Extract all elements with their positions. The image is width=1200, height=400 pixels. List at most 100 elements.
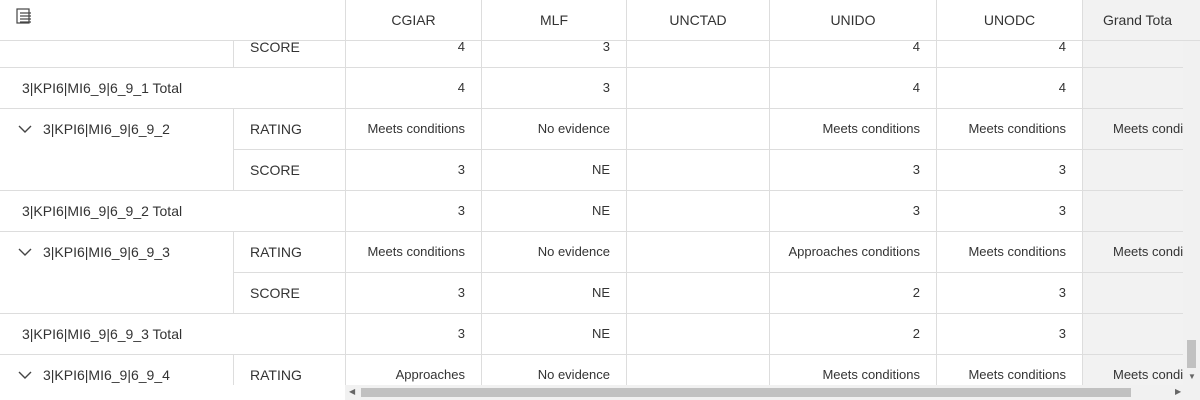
vertical-scrollbar[interactable]: ▼ — [1183, 41, 1200, 385]
row-group-name: 3|KPI6|MI6_9|6_9_4 — [43, 367, 170, 383]
data-cell[interactable] — [626, 273, 769, 314]
row-total-name: 3|KPI6|MI6_9|6_9_1 Total — [22, 80, 183, 96]
table-row: 3|KPI6|MI6_9|6_9_3 RATING Meets conditions… — [0, 232, 1200, 273]
column-header-unido[interactable]: UNIDO — [769, 0, 936, 40]
scroll-left-arrow-icon[interactable]: ◀ — [349, 387, 356, 396]
data-cell[interactable]: 3 — [769, 191, 936, 232]
data-cell[interactable]: Meets conditions — [936, 232, 1082, 273]
scroll-down-arrow-icon[interactable]: ▼ — [1188, 372, 1196, 381]
data-cell[interactable]: No evidence — [481, 232, 626, 273]
data-cell[interactable] — [1082, 68, 1200, 109]
data-cell[interactable] — [626, 41, 769, 68]
data-cell[interactable] — [626, 191, 769, 232]
column-header-mlf[interactable]: MLF — [481, 0, 626, 40]
chevron-down-icon[interactable] — [18, 368, 32, 382]
row-measure-label: RATING — [233, 355, 345, 385]
data-cell[interactable]: Meets conditi — [1082, 355, 1200, 385]
data-cell[interactable] — [626, 150, 769, 191]
column-header-unodc[interactable]: UNODC — [936, 0, 1082, 40]
table-row: SCORE 4 3 4 4 — [0, 41, 1200, 68]
row-measure-label: RATING — [233, 232, 345, 273]
data-cell[interactable] — [1082, 150, 1200, 191]
data-cell[interactable]: 4 — [345, 68, 481, 109]
horizontal-scrollbar[interactable]: ◀ ▶ — [345, 385, 1200, 400]
data-cell[interactable]: 3 — [936, 314, 1082, 355]
data-cell[interactable]: 3 — [345, 273, 481, 314]
data-cell[interactable]: 3 — [481, 68, 626, 109]
data-cell[interactable]: Meets conditi — [1082, 109, 1200, 150]
data-cell[interactable]: 3 — [345, 314, 481, 355]
table-row: SCORE 3 NE 2 3 — [0, 273, 1200, 314]
row-total-name: 3|KPI6|MI6_9|6_9_3 Total — [22, 326, 183, 342]
scroll-corner — [0, 385, 345, 400]
data-cell[interactable]: 3 — [345, 150, 481, 191]
data-cell[interactable]: 2 — [769, 273, 936, 314]
data-cell[interactable]: 2 — [769, 314, 936, 355]
data-cell[interactable]: Approaches conditions — [769, 232, 936, 273]
row-divider — [0, 313, 234, 314]
data-cell[interactable]: NE — [481, 150, 626, 191]
column-header-cgiar[interactable]: CGIAR — [345, 0, 481, 40]
row-divider — [0, 108, 345, 109]
data-cell[interactable]: Meets conditions — [936, 109, 1082, 150]
data-cell[interactable]: 4 — [769, 68, 936, 109]
data-cell[interactable]: 4 — [345, 41, 481, 68]
table-row: 3|KPI6|MI6_9|6_9_2 RATING Meets conditions… — [0, 109, 1200, 150]
data-cell[interactable]: NE — [481, 273, 626, 314]
data-cell[interactable]: 3 — [345, 191, 481, 232]
data-cell[interactable] — [626, 232, 769, 273]
row-divider — [0, 231, 345, 232]
data-cell[interactable] — [1082, 314, 1200, 355]
table-row: 3|KPI6|MI6_9|6_9_4 RATING Approaches No evi… — [0, 355, 1200, 385]
data-cell[interactable]: Meets conditions — [769, 355, 936, 385]
scroll-right-arrow-icon[interactable]: ▶ — [1175, 387, 1182, 396]
data-cell[interactable]: Meets conditions — [345, 109, 481, 150]
chevron-down-icon[interactable] — [18, 122, 32, 136]
data-cell[interactable]: 3 — [481, 41, 626, 68]
row-divider — [0, 354, 345, 355]
row-divider — [0, 190, 234, 191]
data-cell[interactable]: 3 — [936, 150, 1082, 191]
row-group-name: 3|KPI6|MI6_9|6_9_3 — [43, 244, 170, 260]
data-cell[interactable]: 4 — [769, 41, 936, 68]
data-cell[interactable]: 3 — [936, 191, 1082, 232]
data-cell[interactable]: 4 — [936, 41, 1082, 68]
data-cell[interactable]: 3 — [936, 273, 1082, 314]
total-row: 3|KPI6|MI6_9|6_9_2 Total 3 NE 3 3 — [0, 191, 1200, 232]
column-header-row: CGIAR MLF UNCTAD UNIDO UNODC Grand Tota — [0, 0, 1200, 41]
chevron-down-icon[interactable] — [18, 245, 32, 259]
data-cell[interactable] — [1082, 41, 1200, 68]
grid-body: SCORE 4 3 4 4 3|KPI6|MI6_9|6_9_1 Total 4 3 4 4 3|K… — [0, 41, 1200, 385]
table-row: SCORE 3 NE 3 3 — [0, 150, 1200, 191]
data-cell[interactable] — [626, 109, 769, 150]
horizontal-scroll-thumb[interactable] — [361, 388, 1131, 397]
row-measure-label: RATING — [233, 109, 345, 150]
data-cell[interactable] — [626, 68, 769, 109]
data-cell[interactable] — [626, 314, 769, 355]
data-cell[interactable]: 4 — [936, 68, 1082, 109]
data-cell[interactable] — [1082, 191, 1200, 232]
data-cell[interactable]: Meets conditi — [1082, 232, 1200, 273]
data-cell[interactable] — [626, 355, 769, 385]
vertical-scroll-thumb[interactable] — [1187, 340, 1196, 368]
data-cell[interactable] — [1082, 273, 1200, 314]
row-measure-label: SCORE — [233, 41, 345, 68]
row-divider — [0, 67, 234, 68]
column-header-unctad[interactable]: UNCTAD — [626, 0, 769, 40]
data-cell[interactable]: NE — [481, 314, 626, 355]
pivot-grid: CGIAR MLF UNCTAD UNIDO UNODC Grand Tota SCORE… — [0, 0, 1200, 385]
column-header-grand-tota[interactable]: Grand Tota — [1082, 0, 1200, 40]
data-cell[interactable]: Meets conditions — [769, 109, 936, 150]
row-group-name: 3|KPI6|MI6_9|6_9_2 — [43, 121, 170, 137]
field-list-menu-icon[interactable] — [16, 8, 34, 26]
data-cell[interactable]: 3 — [769, 150, 936, 191]
data-cell[interactable]: Approaches — [345, 355, 481, 385]
total-row: 3|KPI6|MI6_9|6_9_3 Total 3 NE 2 3 — [0, 314, 1200, 355]
data-cell[interactable]: Meets conditions — [345, 232, 481, 273]
row-measure-label: SCORE — [233, 150, 345, 191]
row-measure-label: SCORE — [233, 273, 345, 314]
data-cell[interactable]: No evidence — [481, 109, 626, 150]
data-cell[interactable]: No evidence — [481, 355, 626, 385]
data-cell[interactable]: NE — [481, 191, 626, 232]
data-cell[interactable]: Meets conditions — [936, 355, 1082, 385]
